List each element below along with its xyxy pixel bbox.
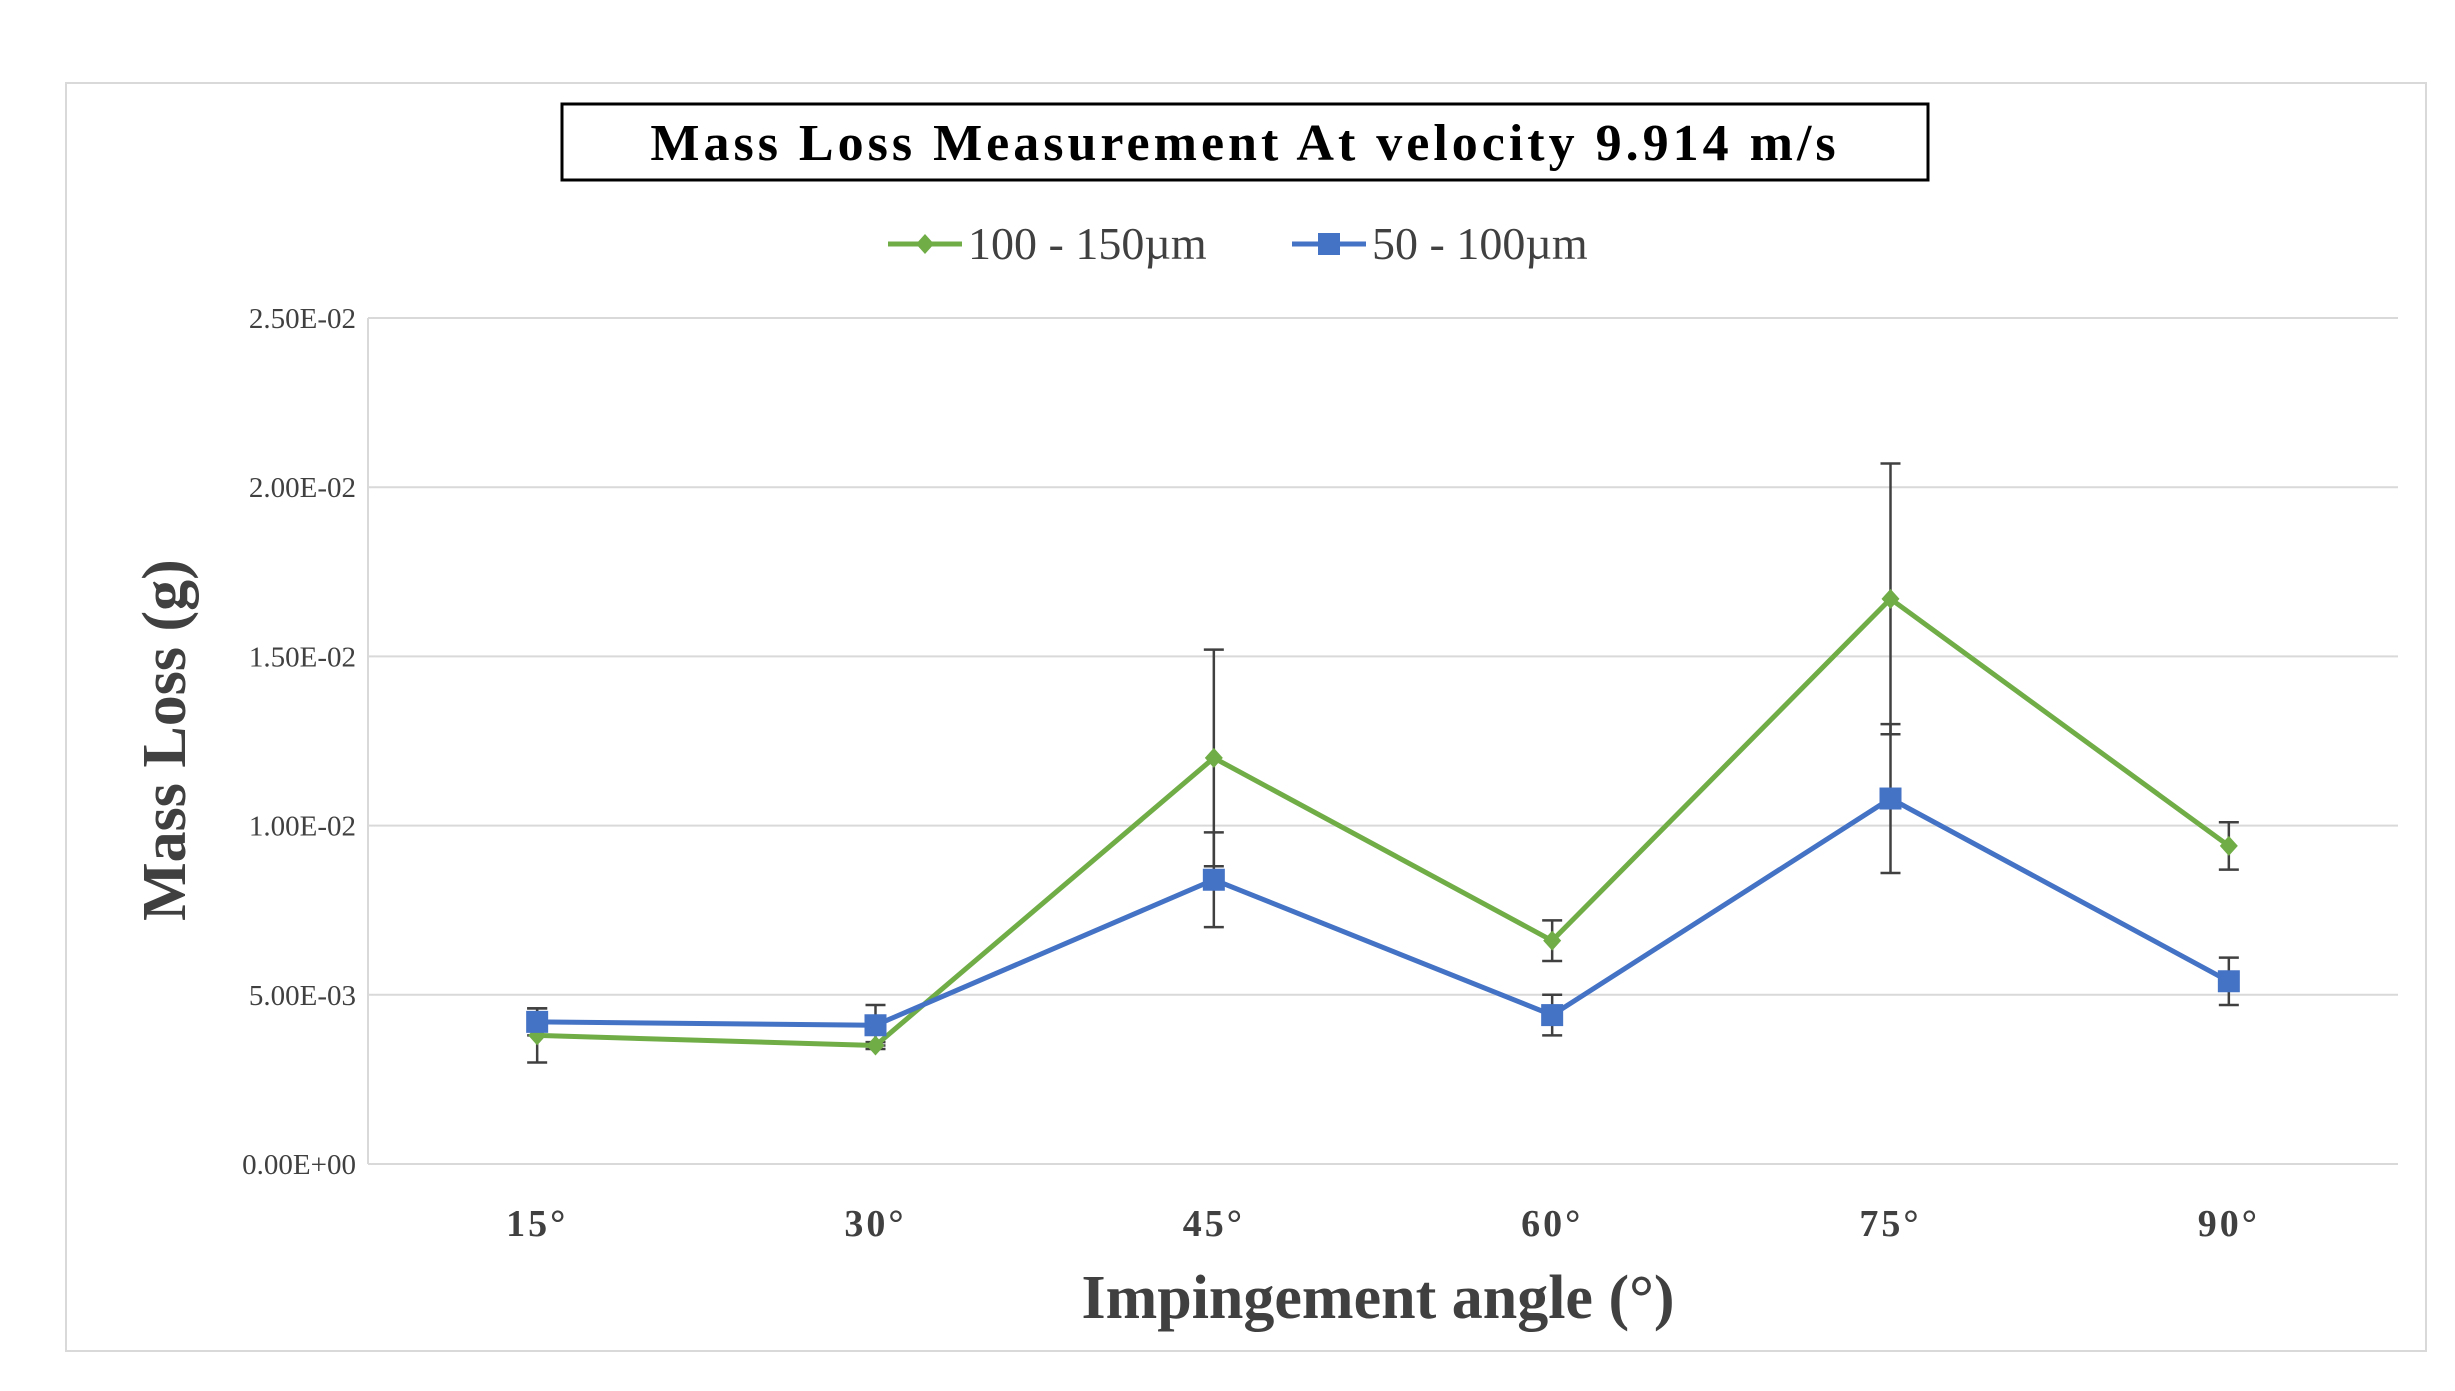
chart-title-box [560,102,1930,182]
y-tick-label: 2.50E-02 [249,303,356,335]
y-tick-label: 5.00E-03 [249,980,356,1012]
legend-label: 50 - 100µm [1372,218,1588,269]
y-tick-label: 0.00E+00 [242,1149,356,1181]
series-line-1 [537,596,2231,1049]
legend-marker [1318,233,1340,255]
x-axis-ticks: 15° 30° 45° 60° 75° 90° [506,1203,2260,1245]
data-point-series-1 [1204,747,1223,768]
series-markers [526,588,2240,1056]
y-tick-label: 1.00E-02 [249,811,356,843]
gridlines [367,317,2398,1165]
x-axis-label: Impingement angle (°) [1081,1264,1674,1332]
y-tick-label: 2.00E-02 [249,472,356,504]
series-lines [537,596,2231,1049]
data-point-series-2 [526,1010,549,1033]
data-point-series-1 [866,1035,885,1056]
legend-label: 100 - 150µm [968,218,1207,269]
y-axis-label: Mass Loss (g) [131,559,199,921]
x-tick-label: 75° [1859,1203,1921,1245]
x-tick-label: 90° [2198,1203,2260,1245]
chart-title-group: Mass Loss Measurement At velocity 9.914 … [560,102,1930,182]
x-tick-label: 45° [1183,1203,1245,1245]
data-point-series-2 [864,1014,887,1037]
chart-frame [65,82,2427,1352]
data-point-series-1 [1881,588,1900,609]
legend: 100 - 150µm 50 - 100µm [888,218,1588,269]
x-tick-label: 30° [844,1203,906,1245]
y-axis-ticks: 0.00E+00 5.00E-03 1.00E-02 1.50E-02 2.00E-02… [242,303,356,1181]
x-tick-label: 60° [1521,1203,1583,1245]
legend-marker [916,234,934,254]
data-point-series-2 [2217,970,2240,993]
data-point-series-1 [2219,835,2238,856]
chart-title: Mass Loss Measurement At velocity 9.914 … [650,115,1839,172]
series-line-2 [537,796,2231,1028]
data-point-series-1 [1543,930,1562,951]
x-tick-label: 15° [506,1203,568,1245]
y-tick-label: 1.50E-02 [249,641,356,673]
data-point-series-2 [1541,1004,1564,1027]
data-point-series-2 [1202,868,1225,891]
data-point-series-2 [1879,787,1902,810]
error-bars [527,462,2239,1064]
